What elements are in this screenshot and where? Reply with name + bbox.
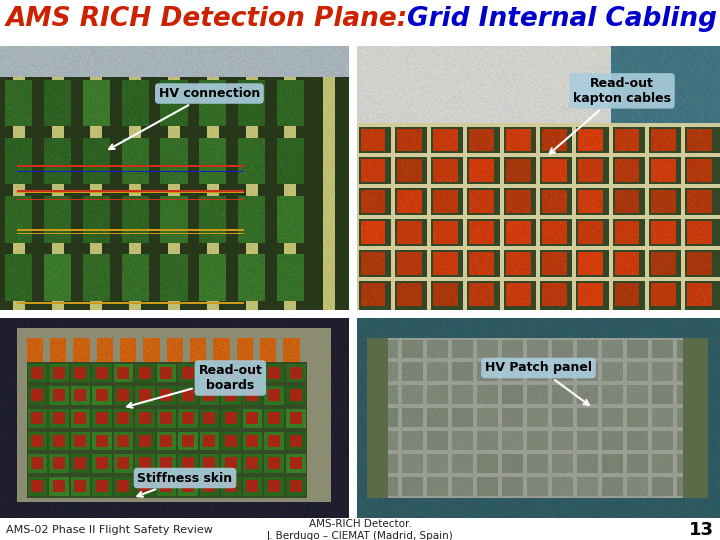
Text: Stiffness skin: Stiffness skin <box>138 471 233 497</box>
Text: Read-out
boards: Read-out boards <box>127 364 262 408</box>
Text: AMS-02 Phase II Flight Safety Review: AMS-02 Phase II Flight Safety Review <box>6 525 213 535</box>
Text: Grid Internal Cabling: Grid Internal Cabling <box>407 6 717 32</box>
Text: Read-out
kapton cables: Read-out kapton cables <box>549 77 671 153</box>
Text: HV Patch panel: HV Patch panel <box>485 361 592 405</box>
Text: AMS-RICH Detector.
J. Berdugo – CIEMAT (Madrid, Spain): AMS-RICH Detector. J. Berdugo – CIEMAT (… <box>266 519 454 540</box>
Text: AMS RICH Detection Plane:: AMS RICH Detection Plane: <box>6 6 426 32</box>
Text: 13: 13 <box>689 521 714 539</box>
Text: HV connection: HV connection <box>109 87 260 149</box>
